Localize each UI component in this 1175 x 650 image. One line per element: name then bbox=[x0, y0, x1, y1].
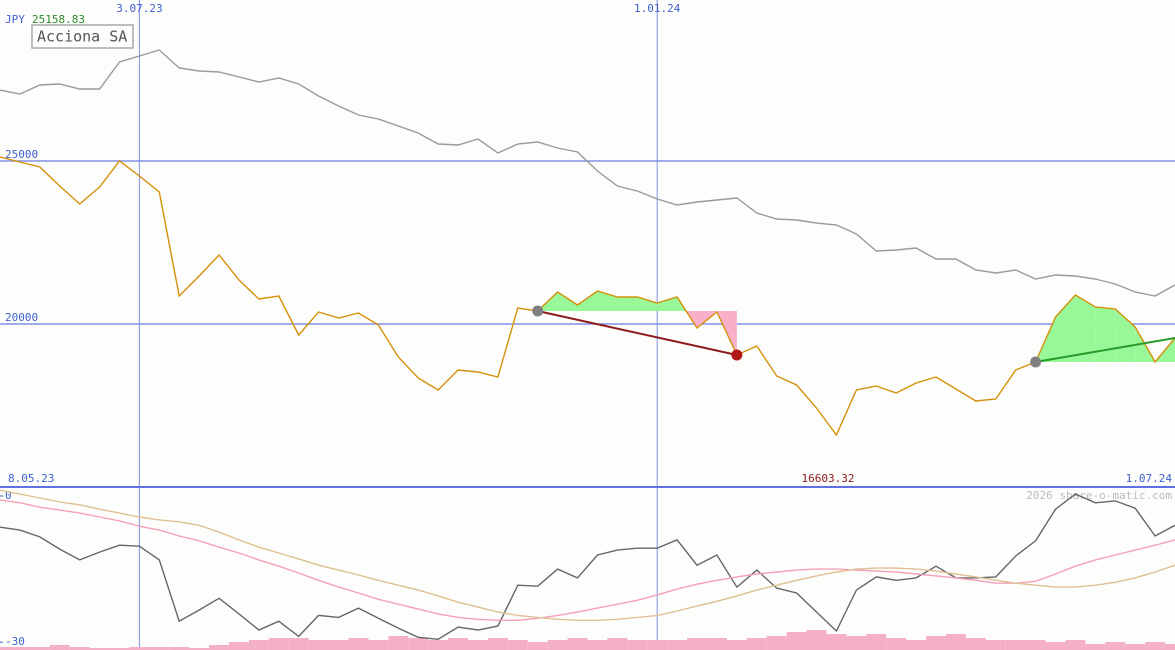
volume-bar bbox=[647, 640, 668, 650]
trade-line bbox=[1035, 337, 1175, 364]
trade-entry bbox=[532, 305, 544, 317]
volume-bar bbox=[0, 647, 10, 650]
volume-bar bbox=[985, 640, 1006, 650]
volume-bar bbox=[1125, 644, 1146, 650]
legend-box bbox=[31, 24, 134, 49]
volume-bar bbox=[268, 638, 289, 650]
line-series bbox=[0, 489, 1175, 621]
volume-bar bbox=[428, 640, 449, 650]
volume-bar bbox=[1165, 644, 1175, 650]
volume-bar bbox=[806, 630, 827, 650]
volume-bar bbox=[9, 647, 30, 650]
volume-bar bbox=[388, 636, 409, 650]
trade-fill bbox=[557, 292, 578, 312]
line-series bbox=[0, 49, 1175, 297]
legend-label: Acciona SA bbox=[37, 28, 127, 46]
volume-bar bbox=[468, 640, 488, 650]
volume-bar bbox=[507, 640, 528, 650]
last-value: 25158.83 bbox=[32, 13, 85, 26]
line-series bbox=[0, 156, 1175, 437]
volume-bar bbox=[587, 640, 608, 650]
volume-bar bbox=[706, 638, 727, 650]
volume-bar bbox=[906, 640, 927, 650]
x-tick-label: 3.07.23 bbox=[116, 2, 162, 15]
volume-bar bbox=[109, 648, 130, 650]
volume-bar bbox=[1025, 640, 1046, 650]
volume-bar bbox=[1145, 642, 1166, 650]
volume-bar bbox=[248, 640, 269, 650]
volume-bar bbox=[1105, 642, 1126, 650]
volume-bar bbox=[886, 638, 907, 650]
volume-bar bbox=[69, 647, 90, 650]
trade-fill bbox=[617, 297, 638, 312]
trade-exit bbox=[731, 349, 743, 361]
currency-label: JPY bbox=[5, 13, 25, 26]
volume-bar bbox=[129, 647, 150, 650]
volume-bar bbox=[169, 647, 190, 650]
volume-bar bbox=[448, 638, 469, 650]
volume-bar bbox=[567, 638, 588, 650]
y-tick-label: -30 bbox=[5, 635, 25, 648]
volume-bar bbox=[667, 640, 688, 650]
min-label: 16603.32 bbox=[802, 472, 855, 485]
volume-bar bbox=[607, 638, 628, 650]
volume-bar bbox=[627, 640, 648, 650]
volume-bar bbox=[726, 640, 747, 650]
volume-bar bbox=[746, 638, 767, 650]
volume-bar bbox=[487, 638, 508, 650]
x-tick-label: 1.01.24 bbox=[634, 2, 681, 15]
trade-fill bbox=[1115, 309, 1136, 363]
volume-bar bbox=[288, 638, 309, 650]
volume-bar bbox=[766, 636, 787, 650]
volume-bar bbox=[965, 638, 986, 650]
line-series bbox=[0, 499, 1175, 621]
volume-bar bbox=[846, 636, 867, 650]
volume-bar bbox=[945, 634, 966, 650]
y-tick-label: 20000 bbox=[5, 311, 38, 324]
watermark: 2026 share-o-matic.com bbox=[1026, 489, 1172, 502]
trade-fill bbox=[1075, 295, 1096, 363]
trade-entry bbox=[1030, 356, 1042, 368]
volume-bar bbox=[348, 638, 369, 650]
volume-bar bbox=[229, 642, 249, 650]
volume-bar bbox=[368, 640, 389, 650]
x-tick-label: 1.07.24 bbox=[1126, 472, 1173, 485]
line-series bbox=[0, 493, 1175, 641]
y-tick-label: 25000 bbox=[5, 148, 38, 161]
y-tick-label: 0 bbox=[5, 489, 12, 502]
volume-bar bbox=[866, 634, 887, 650]
volume-bar bbox=[1045, 642, 1066, 650]
volume-bar bbox=[308, 640, 329, 650]
volume-bar bbox=[1085, 644, 1106, 650]
volume-bar bbox=[408, 638, 429, 650]
volume-bar bbox=[1065, 640, 1086, 650]
volume-bar bbox=[527, 642, 548, 650]
volume-bar bbox=[926, 636, 946, 650]
volume-bar bbox=[49, 645, 70, 650]
trade-fill bbox=[637, 297, 658, 312]
x-tick-label: 8.05.23 bbox=[8, 472, 54, 485]
volume-bar bbox=[786, 632, 807, 650]
volume-bar bbox=[89, 648, 110, 650]
volume-bar bbox=[29, 647, 50, 650]
volume-bar bbox=[826, 634, 847, 650]
volume-bar bbox=[209, 645, 230, 650]
trade-fill bbox=[657, 297, 678, 312]
volume-bar bbox=[328, 640, 349, 650]
trade-line bbox=[537, 310, 738, 356]
volume-bar bbox=[547, 640, 568, 650]
volume-bar bbox=[687, 638, 707, 650]
volume-bar bbox=[1005, 640, 1026, 650]
volume-bar bbox=[149, 647, 170, 650]
trade-fill bbox=[577, 291, 598, 312]
volume-bar bbox=[189, 648, 210, 650]
trade-fill bbox=[1095, 307, 1116, 363]
